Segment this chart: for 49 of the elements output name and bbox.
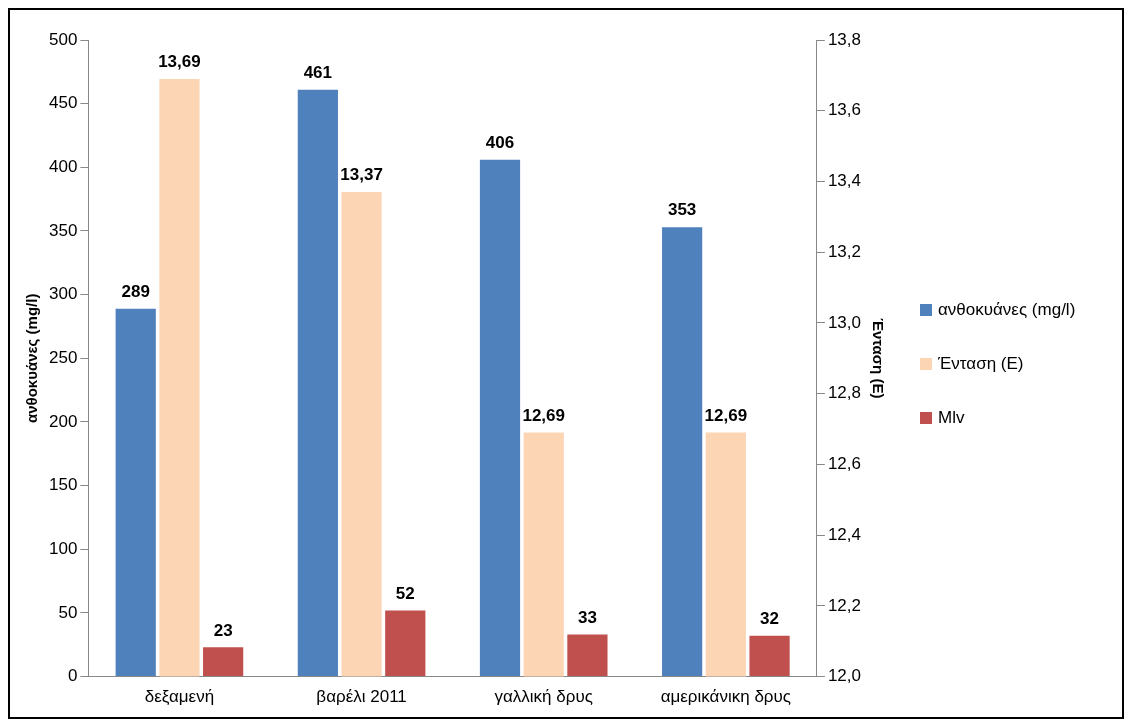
y2-tick-label: 13,4: [827, 171, 862, 191]
data-label: 52: [395, 583, 415, 603]
data-label: 23: [213, 620, 233, 640]
y-tick-label: 200: [48, 411, 78, 431]
bar: [297, 89, 338, 677]
data-label: 13,69: [158, 52, 201, 72]
data-label: 289: [121, 281, 150, 301]
data-label: 33: [577, 607, 597, 627]
y-tick-label: 350: [48, 220, 78, 240]
y2-tick-label: 12,4: [827, 524, 862, 544]
y-tick-label: 400: [48, 157, 78, 177]
y2-tick-label: 13,6: [827, 100, 862, 120]
data-label: 461: [303, 62, 333, 82]
y2-tick-label: 12,8: [827, 383, 862, 403]
bar: [567, 634, 608, 677]
y-tick-label: 150: [48, 475, 78, 495]
y2-tick-label: 13,2: [827, 241, 862, 261]
data-label: 12,69: [522, 405, 565, 425]
y-tick-label: 250: [48, 347, 78, 367]
y-tick-label: 300: [48, 284, 78, 304]
y2-tick-label: 12,0: [827, 666, 862, 686]
legend-label: Ένταση (E): [938, 353, 1025, 374]
y-axis-title: ανθοκυάνες (mg/l): [23, 293, 41, 423]
y2-tick-label: 12,2: [827, 595, 862, 615]
y2-axis-title: Ένταση (E): [869, 318, 887, 399]
data-label: 12,69: [704, 405, 748, 425]
legend-label: Mlv: [938, 407, 966, 428]
data-label: 32: [760, 609, 780, 629]
y-tick-label: 50: [58, 602, 78, 622]
y2-tick-label: 13,0: [827, 312, 862, 332]
data-label: 406: [485, 132, 515, 152]
y-tick-label: 0: [67, 666, 78, 686]
bar: [203, 647, 244, 677]
bar: [479, 159, 521, 677]
y2-tick-label: 12,6: [827, 454, 862, 474]
x-tick-label: βαρέλι 2011: [316, 687, 407, 707]
bar: [385, 610, 426, 677]
y-tick-label: 500: [48, 29, 78, 49]
legend-label: ανθοκυάνες (mg/l): [938, 299, 1077, 320]
y-tick-label: 100: [48, 538, 78, 558]
x-tick-label: γαλλική δρυς: [494, 687, 593, 707]
bar: [115, 308, 156, 677]
data-label: 13,37: [340, 165, 383, 185]
data-label: 353: [667, 200, 697, 220]
x-tick-label: αμερικάνικη δρυς: [660, 687, 792, 707]
bar: [749, 635, 790, 677]
y-tick-label: 450: [48, 93, 78, 113]
y2-tick-label: 13,8: [827, 29, 862, 49]
x-tick-label: δεξαμενή: [144, 687, 215, 707]
